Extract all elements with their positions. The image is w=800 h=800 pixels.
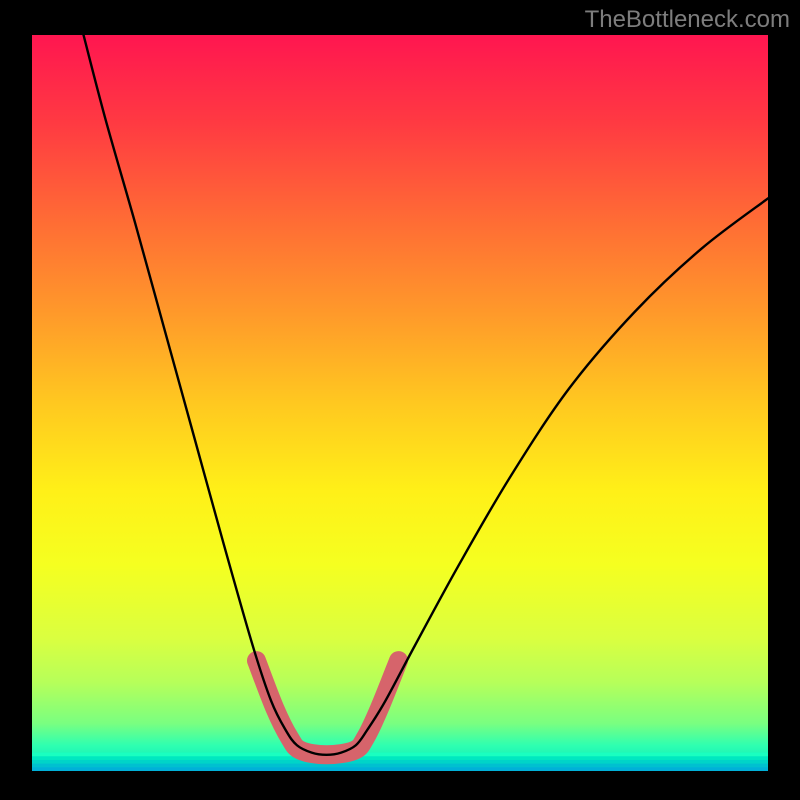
bottom-stripe [32, 760, 768, 764]
plot-area [32, 35, 768, 771]
bottom-stripe [32, 753, 768, 757]
plot-svg [32, 35, 768, 771]
bottom-stripe [32, 764, 768, 768]
bottom-stripe [32, 767, 768, 771]
bottom-stripe [32, 756, 768, 760]
watermark-text: TheBottleneck.com [585, 6, 790, 34]
